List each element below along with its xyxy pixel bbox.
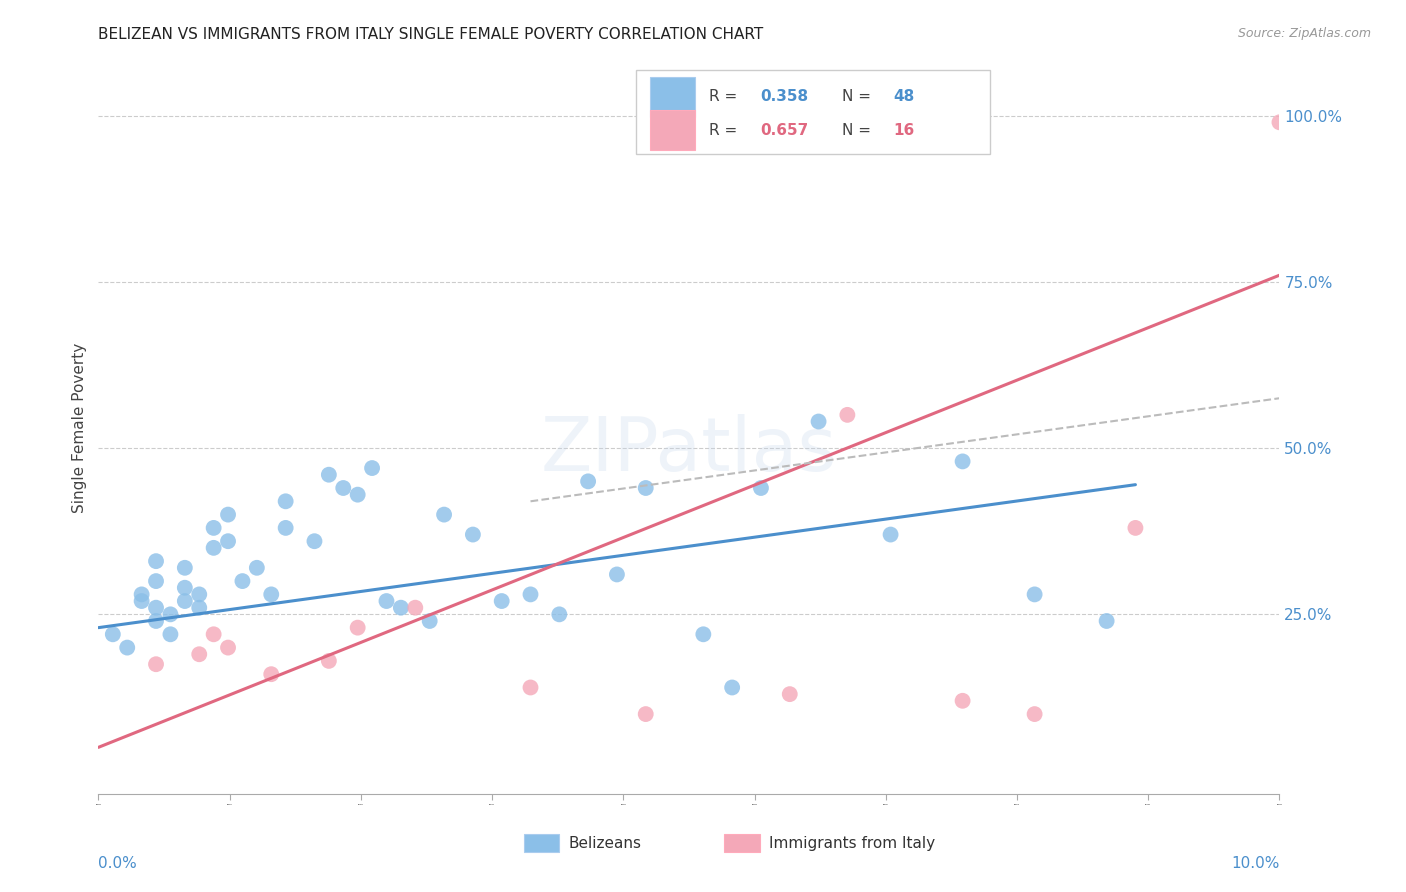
- Point: [318, 654, 340, 668]
- Point: [115, 640, 138, 655]
- Bar: [650, 77, 695, 117]
- Point: [1024, 707, 1046, 722]
- Point: [145, 574, 167, 588]
- Point: [879, 527, 901, 541]
- Point: [1268, 115, 1291, 129]
- Text: R =: R =: [709, 123, 742, 138]
- Point: [131, 594, 153, 608]
- Text: 48: 48: [893, 89, 914, 104]
- Text: N =: N =: [842, 123, 876, 138]
- Point: [188, 587, 211, 601]
- Point: [231, 574, 253, 588]
- Point: [274, 494, 297, 508]
- Point: [159, 627, 181, 641]
- Point: [173, 581, 195, 595]
- Point: [217, 534, 239, 549]
- Point: [217, 508, 239, 522]
- Bar: [650, 111, 695, 151]
- Point: [433, 508, 456, 522]
- Point: [389, 600, 412, 615]
- Point: [188, 647, 211, 661]
- Point: [519, 587, 541, 601]
- Point: [404, 600, 426, 615]
- Point: [749, 481, 772, 495]
- Point: [217, 640, 239, 655]
- Point: [332, 481, 354, 495]
- Point: [131, 587, 153, 601]
- Point: [606, 567, 628, 582]
- Point: [346, 488, 368, 502]
- Point: [246, 561, 269, 575]
- Point: [188, 600, 211, 615]
- Point: [202, 627, 225, 641]
- Text: 10.0%: 10.0%: [1232, 856, 1279, 871]
- Point: [548, 607, 571, 622]
- Point: [721, 681, 744, 695]
- Text: 0.0%: 0.0%: [98, 856, 138, 871]
- Point: [952, 454, 974, 468]
- Text: 0.657: 0.657: [759, 123, 808, 138]
- Point: [173, 594, 195, 608]
- Point: [361, 461, 384, 475]
- Bar: [724, 834, 759, 853]
- Point: [1095, 614, 1118, 628]
- Point: [519, 681, 541, 695]
- Point: [807, 415, 830, 429]
- Point: [145, 614, 167, 628]
- Text: BELIZEAN VS IMMIGRANTS FROM ITALY SINGLE FEMALE POVERTY CORRELATION CHART: BELIZEAN VS IMMIGRANTS FROM ITALY SINGLE…: [98, 27, 763, 42]
- Text: Source: ZipAtlas.com: Source: ZipAtlas.com: [1237, 27, 1371, 40]
- Point: [779, 687, 801, 701]
- Point: [318, 467, 340, 482]
- Point: [274, 521, 297, 535]
- Point: [692, 627, 714, 641]
- Point: [1125, 521, 1147, 535]
- Point: [173, 561, 195, 575]
- Point: [202, 521, 225, 535]
- Text: Immigrants from Italy: Immigrants from Italy: [769, 836, 935, 851]
- Point: [145, 657, 167, 672]
- Text: 0.358: 0.358: [759, 89, 808, 104]
- Point: [202, 541, 225, 555]
- Text: R =: R =: [709, 89, 742, 104]
- Point: [491, 594, 513, 608]
- Point: [260, 587, 283, 601]
- Point: [304, 534, 326, 549]
- Point: [576, 475, 599, 489]
- Point: [634, 481, 657, 495]
- Text: 16: 16: [893, 123, 914, 138]
- Point: [634, 707, 657, 722]
- Point: [346, 621, 368, 635]
- Point: [375, 594, 398, 608]
- Point: [260, 667, 283, 681]
- Point: [461, 527, 484, 541]
- Bar: [523, 834, 560, 853]
- Point: [101, 627, 124, 641]
- FancyBboxPatch shape: [636, 70, 990, 153]
- Text: Belizeans: Belizeans: [568, 836, 641, 851]
- Point: [952, 694, 974, 708]
- Point: [145, 600, 167, 615]
- Point: [837, 408, 859, 422]
- Point: [419, 614, 441, 628]
- Text: N =: N =: [842, 89, 876, 104]
- Point: [1024, 587, 1046, 601]
- Point: [145, 554, 167, 568]
- Y-axis label: Single Female Poverty: Single Female Poverty: [72, 343, 87, 513]
- Text: ZIPatlas: ZIPatlas: [541, 414, 837, 487]
- Point: [159, 607, 181, 622]
